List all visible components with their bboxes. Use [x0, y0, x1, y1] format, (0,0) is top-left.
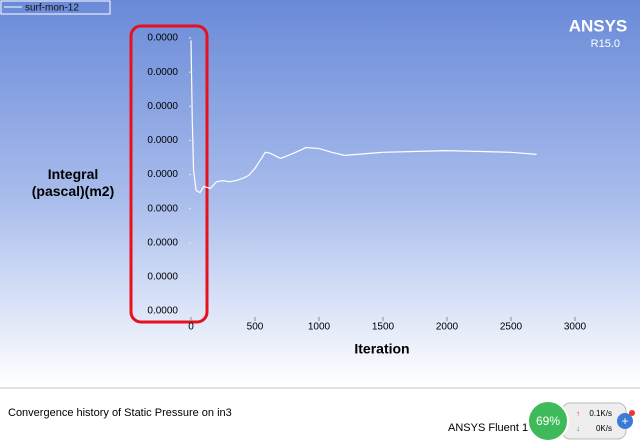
logo: ANSYS — [569, 16, 628, 35]
highlight-box — [129, 24, 209, 324]
x-tick-label: 1500 — [372, 322, 395, 333]
cpu-gauge[interactable] — [527, 400, 569, 442]
footer-caption: Convergence history of Static Pressure o… — [8, 407, 232, 419]
series-line — [190, 40, 537, 194]
download-rate: 0K/s — [596, 424, 612, 433]
y-tick-label: 0.0000 — [147, 169, 178, 180]
x-tick-label: 1000 — [308, 322, 331, 333]
x-tick-label: 2000 — [436, 322, 459, 333]
y-tick-label: 0.0000 — [147, 67, 178, 78]
logo-version: R15.0 — [591, 38, 620, 50]
y-axis-label: Integral (pascal)(m2) — [31, 166, 115, 199]
y-tick-label: 0.0000 — [147, 272, 178, 283]
notify-dot — [629, 410, 635, 416]
y-tick-label: 0.0000 — [147, 237, 178, 248]
legend-label: surf-mon-12 — [25, 3, 79, 14]
x-tick-label: 2500 — [500, 322, 523, 333]
plus-button[interactable] — [617, 413, 633, 429]
cpu-percent: 69% — [536, 414, 560, 428]
footer-app: ANSYS Fluent 15 — [448, 422, 534, 434]
y-tick-label: 0.0000 — [147, 306, 178, 317]
legend-box — [0, 0, 111, 15]
x-tick-label: 0 — [188, 322, 194, 333]
y-tick-label: 0.0000 — [147, 135, 178, 146]
y-tick-label: 0.0000 — [147, 101, 178, 112]
x-axis-label: Iteration — [354, 341, 409, 357]
x-tick-label: 3000 — [564, 322, 587, 333]
down-arrow: ↓ — [576, 424, 580, 433]
up-arrow: ↑ — [576, 409, 580, 418]
y-tick-label: 0.0000 — [147, 203, 178, 214]
upload-rate: 0.1K/s — [589, 409, 612, 418]
y-tick-label: 0.0000 — [147, 33, 178, 44]
plus-icon: + — [621, 414, 628, 428]
x-tick-label: 500 — [247, 322, 264, 333]
